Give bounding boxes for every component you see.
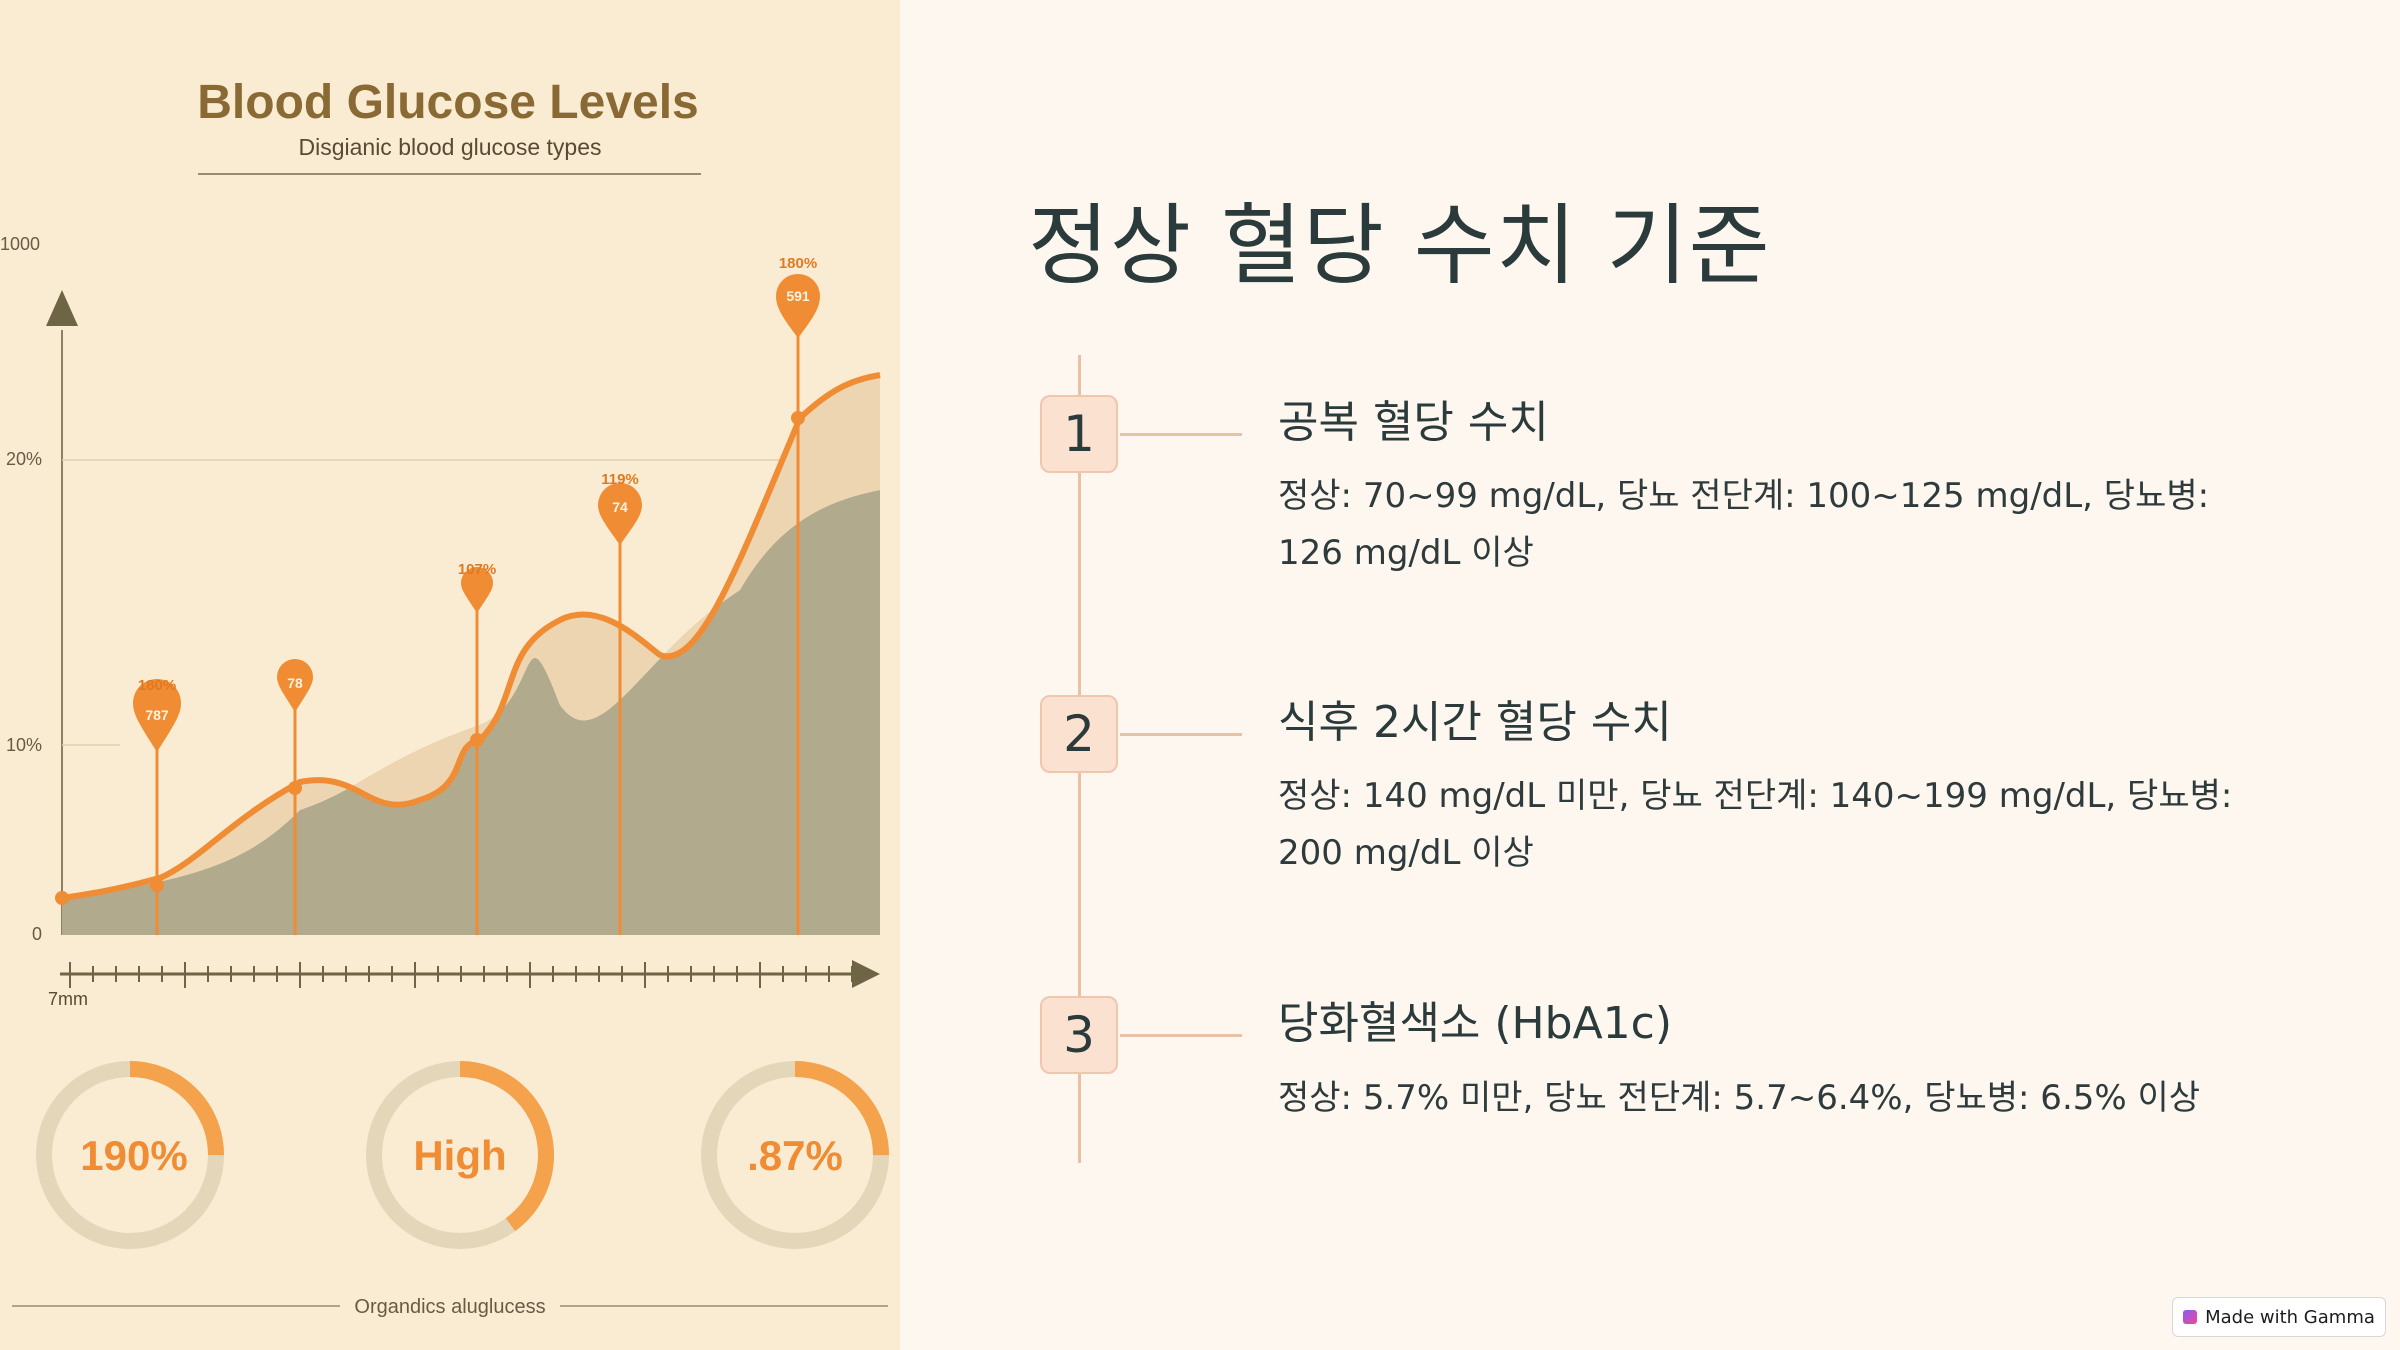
infographic-subtitle: Disgianic blood glucose types	[298, 134, 601, 160]
y-tick-label: 0	[32, 924, 42, 944]
pin-marker-icon	[776, 274, 820, 338]
y-tick-label: 1000	[0, 234, 40, 254]
marker-inner-label: 78	[287, 675, 303, 691]
area-dark	[62, 490, 880, 935]
infographic-title: Blood Glucose Levels	[197, 76, 698, 129]
gauge: .87%	[701, 1061, 889, 1249]
infographic-svg: Blood Glucose Levels Disgianic blood glu…	[0, 76, 889, 1318]
made-with-gamma-label: Made with Gamma	[2205, 1306, 2375, 1328]
marker-top-label: 107%	[458, 561, 496, 578]
pin-marker-icon	[277, 659, 313, 712]
y-tick-label: 20%	[6, 449, 42, 469]
marker-top-label: 119%	[601, 471, 639, 488]
gauge-arc	[701, 1061, 889, 1249]
marker-top-label: 180%	[138, 677, 176, 694]
step-title: 공복 혈당 수치	[1278, 397, 1549, 448]
x-axis-label: 7mm	[48, 989, 88, 1009]
series-line	[61, 372, 881, 901]
step-description: 정상: 140 mg/dL 미만, 당뇨 전단계: 140~199 mg/dL,…	[1278, 776, 2233, 873]
gamma-logo-icon	[2183, 1310, 2198, 1324]
data-point	[288, 781, 302, 795]
gauge-arc	[36, 1061, 224, 1249]
data-point	[55, 891, 69, 905]
step-description: 정상: 5.7% 미만, 당뇨 전단계: 5.7~6.4%, 당뇨병: 6.5%…	[1278, 1078, 2201, 1118]
data-point	[150, 878, 164, 892]
step-title: 당화혈색소 (HbA1c)	[1278, 998, 1673, 1049]
marker-inner-label: 591	[786, 288, 810, 304]
pin-marker-icon	[598, 483, 642, 545]
pin-marker-icon	[133, 679, 181, 752]
step-connector	[1120, 733, 1242, 736]
step-connector	[1120, 1034, 1242, 1037]
marker-inner-label: 787	[145, 707, 169, 723]
step-number-badge: 3	[1040, 996, 1118, 1074]
gauge: 190%	[36, 1061, 224, 1249]
marker-top-label: 180%	[779, 255, 817, 272]
x-axis-arrow-icon	[852, 960, 880, 988]
data-point	[791, 411, 805, 425]
infographic-image: Blood Glucose Levels Disgianic blood glu…	[0, 0, 900, 1350]
gauge-label: .87%	[747, 1132, 843, 1179]
data-point	[470, 733, 484, 747]
content-panel: 정상 혈당 수치 기준 1 공복 혈당 수치 정상: 70~99 mg/dL, …	[900, 0, 2400, 1350]
x-axis-ticks	[69, 962, 853, 988]
made-with-gamma-badge[interactable]: Made with Gamma	[2172, 1297, 2386, 1337]
step-description: 정상: 70~99 mg/dL, 당뇨 전단계: 100~125 mg/dL, …	[1278, 476, 2210, 573]
step-connector	[1120, 433, 1242, 436]
step-title: 식후 2시간 혈당 수치	[1278, 697, 1672, 748]
y-tick-label: 10%	[6, 735, 42, 755]
gauge-label: 190%	[80, 1132, 187, 1179]
marker-inner-label: 74	[612, 499, 628, 515]
slide-title: 정상 혈당 수치 기준	[1028, 194, 1771, 297]
gauge: High	[366, 1061, 554, 1249]
y-axis-arrow-icon	[46, 290, 78, 326]
gauge-arc	[366, 1061, 554, 1249]
infographic-footer: Organdics aluglucess	[354, 1296, 545, 1318]
step-number-badge: 2	[1040, 695, 1118, 773]
pin-marker-icon	[461, 567, 493, 613]
step-number-badge: 1	[1040, 395, 1118, 473]
gauge-label: High	[413, 1132, 506, 1179]
